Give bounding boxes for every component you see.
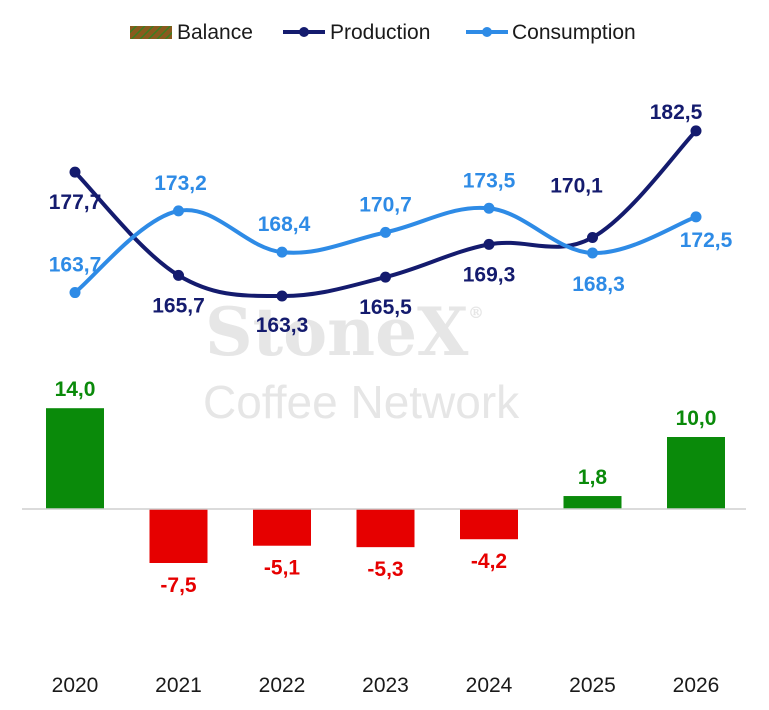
legend-swatch-balance [130,26,172,39]
production-point-2025 [587,232,598,244]
balance-label-2024: -4,2 [471,550,507,573]
x-tick-2023: 2023 [362,674,409,697]
watermark-brand: StoneX [205,293,469,371]
balance-label-2025: 1,8 [578,466,608,489]
production-label-2024: 169,3 [463,263,516,286]
consumption-label-2025: 168,3 [572,273,625,296]
legend-label-consumption: Consumption [512,21,636,44]
consumption-label-2026: 172,5 [680,229,733,252]
x-axis-ticks: 2020 2021 2022 2023 2024 2025 2026 [52,674,720,697]
consumption-point-2023 [380,226,391,238]
balance-bar-2021 [149,509,208,563]
production-point-2026 [690,125,702,137]
x-tick-2025: 2025 [569,674,616,697]
consumption-point-2020 [69,287,81,299]
line-series [69,125,702,302]
production-point-2020 [69,166,81,178]
production-label-2020: 177,7 [49,191,102,214]
production-point-2023 [380,271,391,283]
balance-bar-2022 [253,509,311,546]
balance-label-2022: -5,1 [264,557,301,580]
production-point-2024 [483,238,495,250]
production-point-2022 [276,290,288,302]
balance-label-2023: -5,3 [367,558,403,581]
production-point-2021 [173,269,184,281]
production-label-2022: 163,3 [256,314,309,337]
x-tick-2026: 2026 [673,674,720,697]
x-tick-2022: 2022 [259,674,306,697]
legend-item-consumption: Consumption [466,21,636,44]
production-label-2025: 170,1 [550,175,603,198]
consumption-point-2025 [587,247,598,259]
balance-bars [46,408,725,563]
consumption-label-2024: 173,5 [463,169,516,192]
balance-bar-2024 [460,509,518,540]
legend-item-balance: Balance [130,21,253,44]
consumption-label-2020: 163,7 [49,254,102,277]
legend-item-production: Production [283,21,430,44]
consumption-point-2024 [483,202,495,214]
balance-bar-2020 [46,408,104,509]
consumption-label-2022: 168,4 [258,213,311,236]
production-label-2023: 165,5 [359,296,412,319]
balance-label-2026: 10,0 [676,407,717,430]
balance-label-2020: 14,0 [55,378,96,401]
balance-bar-2026 [667,437,725,509]
production-label-2021: 165,7 [152,294,205,317]
consumption-label-2021: 173,2 [154,172,207,195]
legend-label-production: Production [330,21,430,44]
consumption-point-2022 [276,246,288,258]
watermark-subtitle: Coffee Network [203,376,520,428]
consumption-point-2026 [690,211,702,223]
legend-marker-consumption [482,27,492,37]
legend: Balance Production Consumption [130,21,636,44]
legend-marker-production [299,27,309,37]
watermark: StoneX ® Coffee Network [203,293,520,428]
x-tick-2024: 2024 [466,674,513,697]
data-labels: 14,0 -7,5 -5,1 -5,3 -4,2 1,8 10,0 177,7 165,7 163… [49,101,733,597]
production-label-2026: 182,5 [650,101,703,124]
balance-bar-2023 [356,509,415,548]
consumption-point-2021 [173,205,184,217]
x-tick-2020: 2020 [52,674,99,697]
watermark-registered-mark: ® [468,303,484,322]
x-tick-2021: 2021 [155,674,202,697]
consumption-label-2023: 170,7 [359,193,412,216]
legend-label-balance: Balance [177,21,253,44]
balance-label-2021: -7,5 [160,574,197,597]
balance-bar-2025 [563,496,622,509]
